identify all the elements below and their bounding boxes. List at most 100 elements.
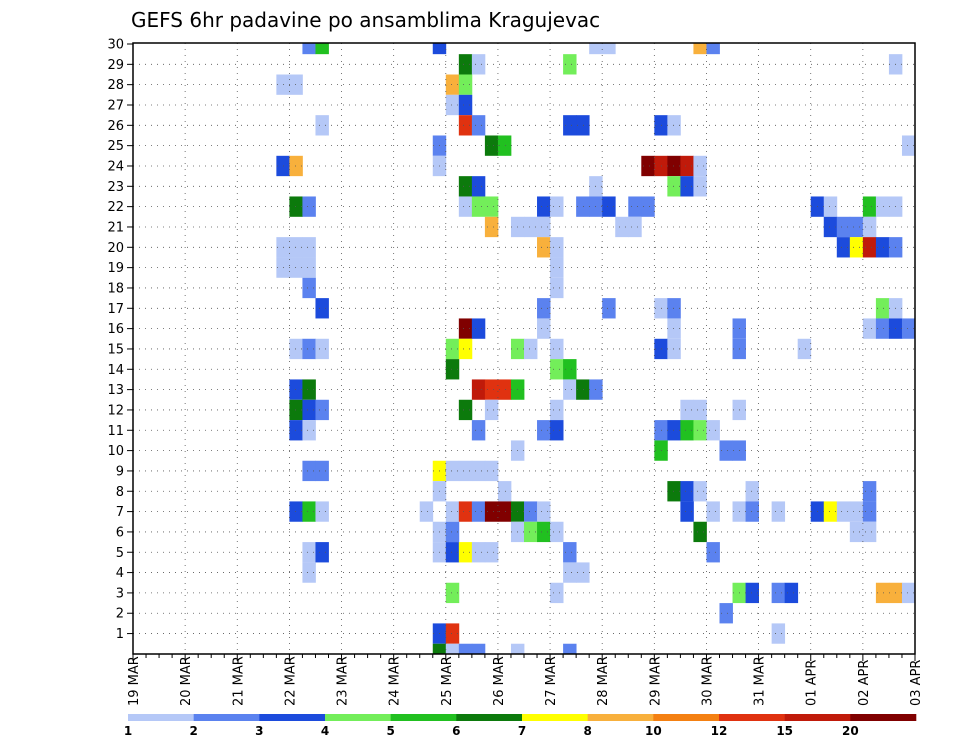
- heatmap-cell: [667, 481, 681, 502]
- heatmap-cell: [302, 43, 316, 55]
- heatmap-cell: [302, 257, 316, 278]
- heatmap-cell: [693, 155, 707, 177]
- y-tick-label: 10: [107, 444, 124, 459]
- heatmap-cell: [524, 501, 538, 522]
- x-tick-label: 30 MAR: [700, 656, 715, 706]
- heatmap-cell: [667, 176, 681, 197]
- y-tick-label: 11: [107, 424, 124, 439]
- heatmap-cell: [458, 54, 473, 75]
- heatmap-cell: [563, 562, 577, 583]
- heatmap-cell: [458, 74, 473, 95]
- heatmap-cell: [862, 237, 877, 258]
- heatmap-cell: [875, 582, 890, 604]
- heatmap-cell: [445, 643, 460, 654]
- heatmap-cell: [289, 399, 303, 421]
- colorbar-label: 15: [776, 724, 793, 738]
- heatmap-cell: [302, 237, 316, 258]
- y-tick-label: 17: [107, 302, 124, 317]
- colorbar-label: 7: [518, 724, 526, 738]
- heatmap-cell: [419, 501, 434, 522]
- heatmap-cell: [862, 196, 877, 217]
- x-tick-label: 29 MAR: [648, 656, 663, 706]
- heatmap-cell: [302, 501, 316, 522]
- y-tick-label: 1: [116, 627, 124, 642]
- heatmap-cell: [849, 237, 864, 258]
- heatmap-cell: [497, 501, 512, 522]
- heatmap-cell: [445, 501, 460, 522]
- heatmap-cell: [302, 379, 316, 400]
- heatmap-cell: [667, 420, 681, 441]
- heatmap-cell: [550, 277, 564, 299]
- heatmap-cell: [289, 155, 303, 177]
- heatmap-cell: [315, 298, 329, 319]
- heatmap-cell: [550, 521, 564, 543]
- heatmap-cell: [471, 501, 486, 522]
- colorbar-swatch: [193, 714, 260, 721]
- colorbar-swatch: [719, 714, 785, 721]
- heatmap-cell: [849, 501, 864, 522]
- heatmap-cell: [719, 440, 733, 461]
- y-tick-label: 15: [107, 342, 124, 357]
- heatmap-cell: [667, 115, 681, 136]
- heatmap-cell: [458, 501, 473, 522]
- heatmap-cell: [471, 318, 486, 339]
- heatmap-cell: [445, 359, 460, 380]
- colorbar-swatch: [128, 714, 194, 721]
- heatmap-cell: [458, 542, 473, 563]
- heatmap-cell: [641, 196, 655, 217]
- heatmap-cell: [315, 460, 329, 482]
- heatmap-cell: [550, 420, 564, 441]
- heatmap-cell: [315, 399, 329, 421]
- heatmap-cell: [693, 420, 707, 441]
- heatmap-cell: [289, 379, 303, 400]
- heatmap-cell: [706, 501, 720, 522]
- colorbar-label: 5: [386, 724, 394, 738]
- heatmap-cell: [667, 338, 681, 360]
- heatmap-cell: [471, 460, 486, 482]
- heatmap-cell: [484, 542, 499, 563]
- y-tick-label: 2: [116, 607, 124, 622]
- heatmap-cell: [693, 43, 707, 55]
- heatmap-cell: [550, 399, 564, 421]
- y-tick-label: 5: [116, 546, 124, 561]
- heatmap-cell: [771, 501, 786, 522]
- heatmap-cell: [550, 196, 564, 217]
- heatmap-cell: [484, 196, 499, 217]
- heatmap-cell: [471, 196, 486, 217]
- heatmap-cell: [875, 196, 890, 217]
- heatmap-cell: [823, 501, 838, 522]
- heatmap-cell: [497, 379, 512, 400]
- heatmap-cell: [680, 176, 694, 197]
- heatmap-cell: [302, 399, 316, 421]
- y-tick-label: 24: [107, 159, 124, 174]
- heatmap-cell: [315, 501, 329, 522]
- heatmap-cell: [471, 176, 486, 197]
- heatmap-cell: [706, 542, 720, 563]
- heatmap-cell: [628, 216, 642, 238]
- heatmap-cell: [615, 216, 629, 238]
- colorbar-label: 1: [124, 724, 132, 738]
- heatmap-cell: [680, 481, 694, 502]
- heatmap-cell: [484, 379, 499, 400]
- x-tick-label: 26 MAR: [492, 656, 507, 706]
- heatmap-cell: [524, 216, 538, 238]
- x-tick-label: 21 MAR: [231, 656, 246, 706]
- heatmap-cell: [563, 115, 577, 136]
- cells-layer: [276, 43, 916, 654]
- y-tick-label: 6: [116, 525, 124, 540]
- heatmap-cell: [576, 562, 590, 583]
- y-tick-label: 23: [107, 180, 124, 195]
- heatmap-cell: [445, 542, 460, 563]
- heatmap-cell: [445, 94, 460, 116]
- heatmap-cell: [302, 338, 316, 360]
- x-tick-label: 01 APR: [805, 660, 820, 706]
- x-tick-label: 27 MAR: [544, 656, 559, 706]
- chart-title: GEFS 6hr padavine po ansamblima Kragujev…: [131, 8, 600, 32]
- y-tick-label: 18: [107, 281, 124, 296]
- colorbar-swatch: [850, 714, 917, 721]
- x-tick-label: 22 MAR: [283, 656, 298, 706]
- y-tick-label: 7: [116, 505, 124, 520]
- heatmap-cell: [719, 603, 733, 624]
- colorbar-label: 6: [452, 724, 460, 738]
- heatmap-cell: [667, 155, 681, 177]
